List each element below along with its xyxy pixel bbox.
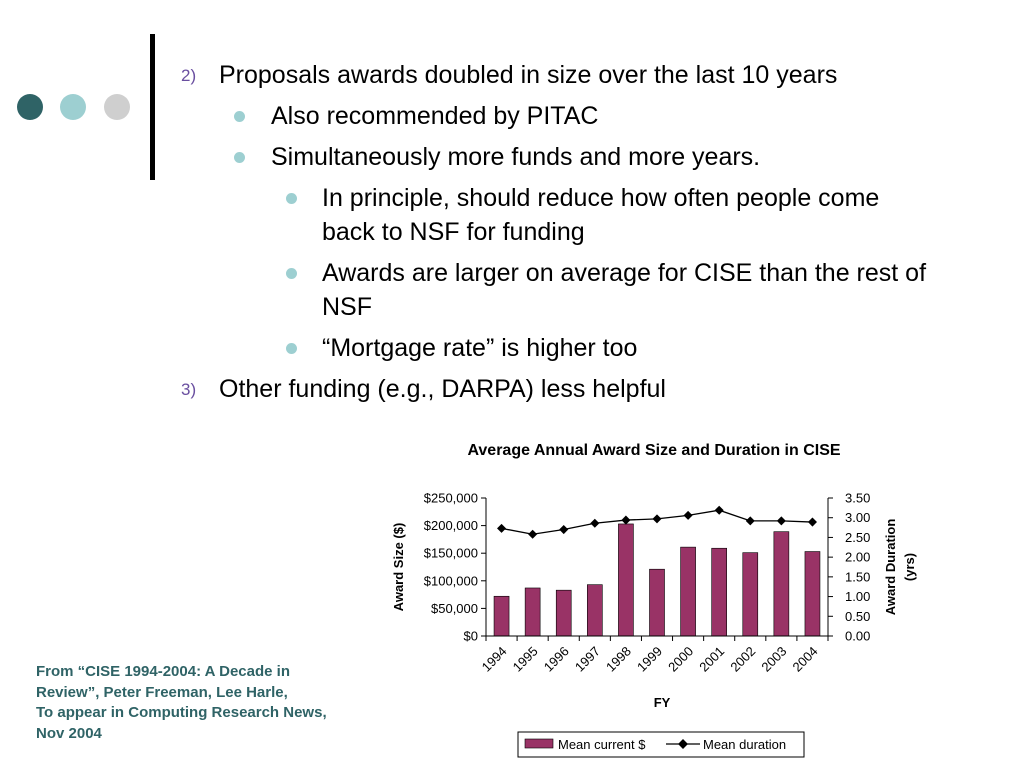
y2-tick-label: 2.50 [845, 530, 870, 545]
bullet-marker-icon [286, 193, 297, 204]
x-axis-label: FY [654, 695, 671, 710]
y-tick-label: $150,000 [424, 546, 478, 561]
y2-tick-label: 1.50 [845, 569, 870, 584]
duration-series [497, 505, 817, 539]
x-tick-label-1994: 1994 [479, 644, 510, 675]
bullet-reduce-how-often-cont: back to NSF for funding [322, 215, 585, 249]
bullet-proposals-awards: Proposals awards doubled in size over th… [219, 58, 837, 92]
bar-2002 [742, 552, 759, 637]
x-tick-label-1996: 1996 [541, 644, 572, 675]
y2-axis-label-line2: (yrs) [902, 553, 917, 581]
citation-line: From “CISE 1994-2004: A Decade in [36, 663, 290, 680]
y2-tick-label: 0.00 [845, 629, 870, 644]
bullet-pitac: Also recommended by PITAC [271, 99, 598, 133]
item-number-3: 3) [181, 380, 197, 399]
bullet-awards-larger-cont: NSF [322, 290, 372, 324]
bullet-mortgage-rate: “Mortgage rate” is higher too [322, 331, 637, 365]
bullet-awards-larger: Awards are larger on average for CISE th… [322, 256, 926, 290]
duration-point-1997 [590, 518, 600, 528]
duration-point-1999 [652, 514, 662, 524]
y2-tick-label: 0.50 [845, 609, 870, 624]
x-tick-label-2000: 2000 [665, 644, 696, 675]
bullet-marker-icon [286, 343, 297, 354]
bar-series [493, 523, 821, 637]
decor-dot-gray [104, 94, 130, 120]
x-tick-label-1997: 1997 [572, 644, 603, 675]
bar-2003 [773, 531, 790, 637]
item-number-2: 2) [181, 66, 197, 85]
chart-title: Average Annual Award Size and Duration i… [467, 442, 840, 459]
legend-label-line: Mean duration [703, 737, 786, 752]
citation-line: To appear in Computing Research News, [36, 704, 327, 721]
legend-box [517, 731, 805, 758]
y-axis-label: Award Size ($) [391, 523, 406, 612]
bullet-more-funds: Simultaneously more funds and more years… [271, 140, 760, 174]
duration-point-1996 [559, 525, 569, 535]
y2-tick-label: 3.00 [845, 510, 870, 525]
bar-1994 [493, 595, 510, 637]
bullet-text: NSF [322, 293, 372, 321]
bullet-text: Simultaneously more funds and more years… [271, 143, 761, 171]
bar-1995 [524, 587, 541, 637]
duration-point-2004 [807, 517, 817, 527]
decor-vertical-bar [150, 34, 155, 180]
bullet-text: Awards are larger on average for CISE th… [322, 259, 927, 287]
y-tick-label: $0 [464, 629, 478, 644]
y-tick-label: $200,000 [424, 518, 478, 533]
x-tick-label-2003: 2003 [758, 644, 789, 675]
bar-1999 [649, 568, 665, 637]
y2-axis-label-line1: Award Duration [883, 519, 898, 616]
decor-dot-light [60, 94, 86, 120]
bar-2004 [804, 551, 821, 637]
bullet-text: back to NSF for funding [322, 218, 585, 246]
duration-point-2000 [683, 510, 693, 520]
x-tick-label-1998: 1998 [603, 644, 634, 675]
legend-diamond-icon [678, 739, 688, 749]
bar-2000 [680, 546, 696, 637]
bullet-text: In principle, should reduce how often pe… [322, 184, 880, 212]
y-tick-label: $50,000 [431, 601, 478, 616]
decor-dot-dark [17, 94, 43, 120]
bar-1998 [618, 523, 634, 637]
x-tick-label-2001: 2001 [696, 644, 727, 675]
x-tick-label-2004: 2004 [790, 644, 821, 675]
bullet-reduce-how-often: In principle, should reduce how often pe… [322, 181, 879, 215]
bullet-marker-icon [234, 111, 245, 122]
bar-2001 [711, 547, 727, 637]
bullet-marker-icon [286, 268, 297, 279]
chart-legend: Mean current $ Mean duration [517, 731, 805, 758]
duration-point-1998 [621, 515, 631, 525]
x-tick-label-2002: 2002 [727, 644, 758, 675]
duration-point-1995 [528, 529, 538, 539]
citation-line: Nov 2004 [36, 724, 102, 742]
y2-tick-label: 1.00 [845, 589, 870, 604]
tick-labels: $0 $50,000 $100,000 $150,000 $200,000 $250,00… [424, 491, 871, 675]
legend-bar-swatch [524, 738, 554, 749]
bullet-text: Proposals awards doubled in size over th… [219, 61, 838, 89]
y2-tick-label: 2.00 [845, 550, 870, 565]
duration-point-2002 [745, 516, 755, 526]
bar-1996 [555, 589, 572, 637]
y-tick-label: $250,000 [424, 491, 478, 506]
citation: From “CISE 1994-2004: A Decade in Review… [36, 662, 386, 744]
duration-point-2003 [776, 516, 786, 526]
chart-axes [481, 497, 833, 641]
bullet-text: Other funding (e.g., DARPA) less helpful [219, 375, 666, 403]
legend-label-bar: Mean current $ [558, 737, 646, 752]
bar-1997 [587, 584, 603, 637]
y-tick-label: $100,000 [424, 573, 478, 588]
y2-tick-label: 3.50 [845, 491, 870, 506]
bullet-text: Also recommended by PITAC [271, 102, 599, 130]
citation-line: Review”, Peter Freeman, Lee Harle, [36, 683, 288, 701]
bullet-other-funding: Other funding (e.g., DARPA) less helpful [219, 372, 666, 406]
x-tick-label-1999: 1999 [634, 644, 665, 675]
duration-point-2001 [714, 505, 724, 515]
x-tick-label-1995: 1995 [510, 644, 541, 675]
bullet-marker-icon [234, 152, 245, 163]
duration-point-1994 [497, 523, 507, 533]
bullet-text: “Mortgage rate” is higher too [322, 334, 638, 362]
